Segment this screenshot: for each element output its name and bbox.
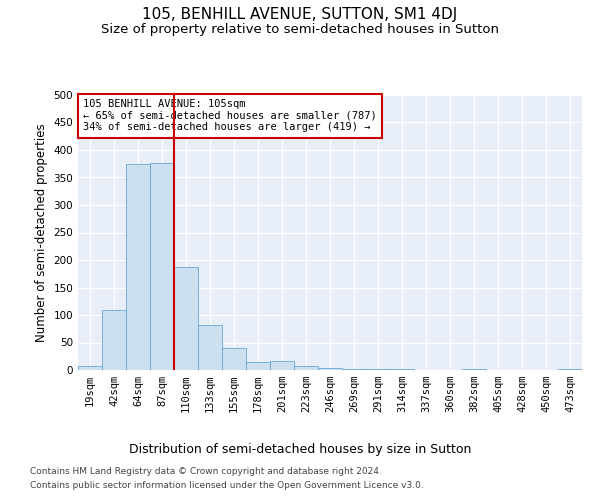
Text: 105 BENHILL AVENUE: 105sqm
← 65% of semi-detached houses are smaller (787)
34% o: 105 BENHILL AVENUE: 105sqm ← 65% of semi… xyxy=(83,99,377,132)
Text: Contains HM Land Registry data © Crown copyright and database right 2024.: Contains HM Land Registry data © Crown c… xyxy=(30,468,382,476)
Bar xyxy=(102,310,126,370)
Bar xyxy=(78,366,102,370)
Bar xyxy=(150,162,174,370)
Bar xyxy=(294,366,318,370)
Bar xyxy=(270,361,294,370)
Text: Contains public sector information licensed under the Open Government Licence v3: Contains public sector information licen… xyxy=(30,481,424,490)
Text: Size of property relative to semi-detached houses in Sutton: Size of property relative to semi-detach… xyxy=(101,22,499,36)
Bar xyxy=(222,348,246,370)
Text: Distribution of semi-detached houses by size in Sutton: Distribution of semi-detached houses by … xyxy=(129,442,471,456)
Bar xyxy=(246,362,270,370)
Bar xyxy=(126,164,150,370)
Bar xyxy=(174,266,198,370)
Text: 105, BENHILL AVENUE, SUTTON, SM1 4DJ: 105, BENHILL AVENUE, SUTTON, SM1 4DJ xyxy=(142,8,458,22)
Bar xyxy=(318,368,342,370)
Bar xyxy=(342,369,366,370)
Y-axis label: Number of semi-detached properties: Number of semi-detached properties xyxy=(35,123,48,342)
Bar xyxy=(462,369,486,370)
Bar xyxy=(198,325,222,370)
Bar xyxy=(558,369,582,370)
